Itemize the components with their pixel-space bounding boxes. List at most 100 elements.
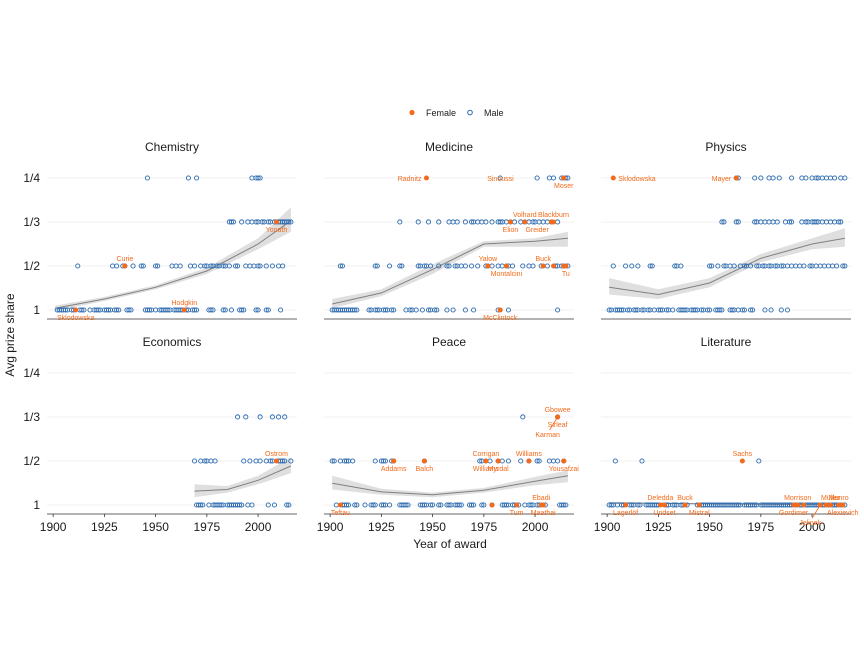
y-tick-label: 1/2 (23, 259, 40, 273)
male-point (462, 263, 468, 269)
male-point (717, 307, 723, 313)
male-point (444, 307, 450, 313)
y-tick-label: 1/2 (23, 454, 40, 468)
male-point (191, 307, 198, 313)
panel-title: Economics (143, 335, 202, 349)
female-point (503, 263, 509, 269)
male-point (387, 263, 393, 269)
y-axis-label: Avg prize share (3, 293, 17, 376)
point-label: Deledda (647, 495, 673, 502)
legend-male-marker (467, 109, 473, 116)
male-point (721, 263, 727, 269)
male-point (698, 307, 704, 313)
male-point (452, 263, 458, 269)
male-point (165, 307, 171, 313)
point-label: Corrigan (472, 451, 499, 458)
facet-panels: Chemistry 1 1/2 1/3 1/4 Sklodowska Hodgkin Curi… (23, 140, 858, 534)
male-point (269, 414, 275, 420)
male-point (729, 307, 735, 313)
male-point (153, 263, 159, 269)
y-tick-label: 1/3 (23, 410, 40, 424)
male-point (637, 502, 643, 508)
male-point (62, 307, 68, 313)
male-point (776, 175, 782, 181)
male-point (803, 175, 809, 181)
male-point (232, 263, 239, 269)
male-point (832, 175, 838, 181)
point-label: Sachs (733, 451, 753, 458)
x-tick-label: 1900 (594, 520, 621, 534)
x-tick-label: 1950 (696, 520, 723, 534)
female-point (495, 458, 501, 464)
confidence-band (332, 231, 568, 309)
x-tick-label: 1900 (317, 520, 344, 534)
male-point (243, 414, 249, 420)
male-point (372, 458, 378, 464)
male-point (263, 263, 269, 269)
point-label: Yonath (266, 227, 288, 234)
male-point (434, 307, 440, 313)
male-point (202, 263, 208, 269)
smooth-line (55, 220, 292, 309)
point-label: Maathai (531, 510, 556, 517)
male-point (748, 263, 754, 269)
male-point (770, 175, 776, 181)
point-label: Moser (554, 183, 574, 190)
male-point (282, 414, 288, 420)
male-point (530, 219, 536, 225)
male-point (247, 458, 253, 464)
male-point (462, 219, 468, 225)
male-point (253, 219, 259, 225)
male-point (116, 307, 122, 313)
male-point (380, 458, 386, 464)
male-point (146, 307, 153, 313)
male-point (774, 219, 780, 225)
female-point (507, 219, 513, 225)
male-point (265, 502, 271, 508)
point-label: Teftau (331, 510, 350, 517)
point-label: Greider (525, 227, 549, 234)
female-point (561, 175, 567, 181)
male-point (354, 307, 360, 313)
male-point (608, 502, 614, 508)
male-point (530, 263, 536, 269)
male-point (458, 502, 464, 508)
female-point (489, 502, 495, 508)
male-point (257, 263, 263, 269)
male-point (766, 263, 772, 269)
male-point (228, 307, 234, 313)
female-point (739, 458, 745, 464)
female-point (551, 263, 557, 269)
panel-title: Peace (432, 335, 466, 349)
male-point (639, 307, 645, 313)
x-tick-label: 1950 (419, 520, 446, 534)
female-point (274, 219, 280, 225)
male-point (194, 307, 200, 313)
female-point (483, 458, 489, 464)
male-point (428, 502, 434, 508)
male-point (555, 458, 561, 464)
male-point (241, 458, 247, 464)
male-point (140, 263, 146, 269)
male-point (75, 263, 81, 269)
male-point (114, 307, 120, 313)
female-point (122, 263, 128, 269)
male-point (399, 263, 405, 269)
point-label: Jelinek (799, 520, 821, 527)
male-point (748, 307, 754, 313)
male-point (752, 175, 758, 181)
male-point (497, 219, 503, 225)
y-tick-label: 1/4 (23, 171, 40, 185)
male-point (403, 502, 409, 508)
male-point (610, 263, 616, 269)
male-point (397, 263, 403, 269)
male-point (212, 458, 218, 464)
point-label: Hodgkin (171, 300, 197, 307)
y-tick-label: 1/3 (23, 215, 40, 229)
male-point (561, 502, 567, 508)
panel-physics: Physics Sklodowska Mayer (601, 140, 851, 320)
point-label: Sirleaf (548, 422, 568, 429)
male-point (505, 458, 511, 464)
point-label: McClintock (483, 315, 518, 322)
x-tick-label: 1975 (470, 520, 497, 534)
